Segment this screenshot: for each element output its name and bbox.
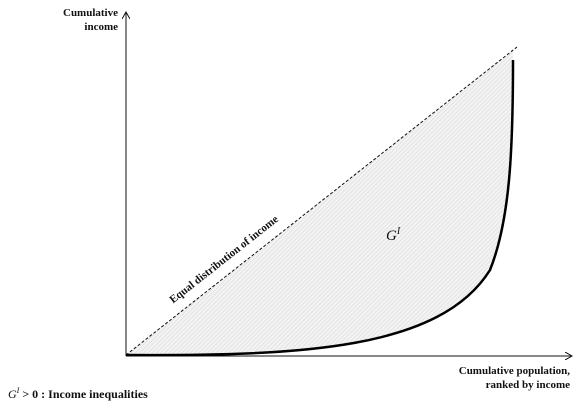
area-label: GI (386, 226, 401, 244)
caption-superscript: I (16, 386, 20, 395)
x-axis-label: Cumulative population, (459, 365, 570, 377)
caption-symbol: G (8, 387, 17, 401)
area-superscript: I (396, 226, 401, 237)
caption-text: > 0 : Income inequalities (19, 387, 148, 401)
y-axis-label: Cumulative (63, 7, 118, 19)
y-axis-label: income (84, 21, 118, 33)
equality-line (125, 46, 518, 356)
caption: GI > 0 : Income inequalities (8, 386, 148, 401)
lorenz-curve (125, 59, 515, 357)
area-symbol: G (386, 228, 397, 244)
x-axis-label: ranked by income (486, 379, 570, 391)
